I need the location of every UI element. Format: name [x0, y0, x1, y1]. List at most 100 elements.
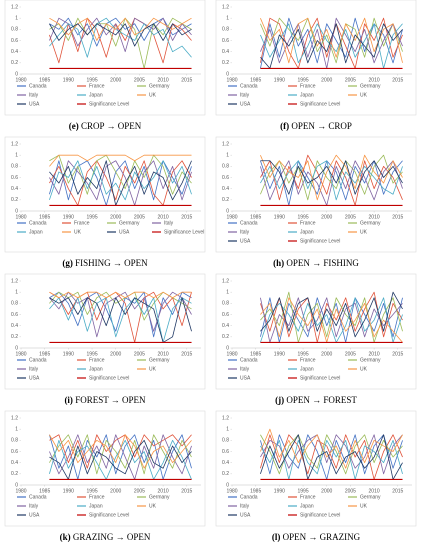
legend-label: Italy [29, 503, 39, 509]
y-tick-label: 0.2 [222, 197, 229, 203]
series-line [49, 434, 192, 480]
legend-label: Canada [240, 83, 258, 89]
legend-label: UK [149, 366, 157, 372]
x-tick-label: 2015 [181, 351, 192, 357]
caption-label: (k) [60, 532, 71, 542]
legend-label: Germany [149, 494, 170, 500]
y-tick-label: 1.2 [11, 415, 18, 421]
x-tick-label: 1990 [274, 351, 285, 357]
caption: (f) OPEN → CROP [280, 121, 352, 131]
legend-label: Significance Level [89, 375, 129, 381]
y-tick-label: 1 [15, 289, 18, 295]
series-line [260, 297, 403, 343]
legend-label: Canada [29, 220, 47, 226]
chart-panel: 0 0.2 0.4 0.6 0.8 1 1.2 1980 1985 1990 1995 2000 200… [215, 0, 417, 131]
chart-panel: 0 0.2 0.4 0.6 0.8 1 1.2 1980 1985 1990 1995 2000 200… [215, 410, 417, 542]
series-line [260, 160, 403, 195]
x-tick-label: 1985 [39, 351, 50, 357]
x-tick-label: 2005 [134, 488, 145, 494]
y-tick-label: 0.2 [11, 197, 18, 203]
y-tick-label: 1 [226, 152, 229, 158]
series-line [49, 291, 192, 299]
legend-label: Significance Level [89, 512, 129, 518]
legend-label: Significance Level [300, 375, 340, 381]
chart-panel: 0 0.2 0.4 0.6 0.8 1 1.2 1980 1985 1990 1995 2000 200… [215, 273, 417, 405]
caption-text: FOREST → OPEN [75, 395, 146, 405]
y-tick-label: 0.6 [11, 38, 18, 44]
y-tick-label: 0 [15, 208, 18, 214]
x-tick-label: 1980 [15, 214, 26, 220]
y-tick-label: 0.8 [11, 27, 18, 33]
x-tick-label: 2010 [369, 488, 380, 494]
legend-label: Italy [29, 366, 39, 372]
legend-label: Germany [149, 357, 170, 363]
series-line [260, 154, 403, 201]
y-tick-label: 0.2 [222, 60, 229, 66]
x-tick-label: 1985 [250, 488, 261, 494]
x-tick-label: 2015 [392, 77, 403, 83]
x-tick-label: 2015 [392, 214, 403, 220]
legend-label: UK [74, 229, 82, 235]
y-tick-label: 0.8 [222, 438, 229, 444]
legend-label: Canada [29, 83, 47, 89]
legend-label: Germany [360, 220, 381, 226]
y-tick-label: 0.4 [11, 323, 18, 329]
x-tick-label: 2000 [321, 214, 332, 220]
legend-label: Significance Level [89, 101, 129, 107]
x-tick-label: 2010 [369, 214, 380, 220]
caption-label: (g) [62, 258, 73, 268]
x-tick-label: 1980 [15, 351, 26, 357]
series-line [49, 439, 192, 480]
legend-label: France [74, 220, 90, 226]
legend-label: Canada [240, 357, 258, 363]
series-line [260, 17, 403, 69]
legend-label: UK [149, 503, 157, 509]
caption: (g) FISHING → OPEN [62, 258, 148, 268]
y-tick-label: 0.6 [11, 449, 18, 455]
legend-label: USA [240, 375, 251, 381]
legend-label: Germany [360, 494, 381, 500]
y-tick-label: 0.8 [11, 164, 18, 170]
x-tick-label: 2010 [369, 351, 380, 357]
legend-label: Italy [240, 229, 250, 235]
x-tick-label: 2000 [110, 488, 121, 494]
legend-label: UK [360, 92, 368, 98]
caption-label: (e) [69, 121, 79, 131]
legend-label: Germany [149, 83, 170, 89]
x-tick-label: 1985 [39, 214, 50, 220]
y-tick-label: 1.2 [11, 141, 18, 147]
x-tick-label: 2000 [321, 488, 332, 494]
y-tick-label: 0.8 [222, 164, 229, 170]
y-tick-label: 1.2 [222, 141, 229, 147]
y-tick-label: 0 [226, 71, 229, 77]
legend-label: Germany [119, 220, 140, 226]
x-tick-label: 2010 [158, 488, 169, 494]
y-tick-label: 1 [226, 426, 229, 432]
y-tick-label: 0 [226, 345, 229, 351]
x-tick-label: 1995 [86, 77, 97, 83]
legend-label: Significance Level [300, 238, 340, 244]
x-tick-label: 1990 [63, 351, 74, 357]
legend-label: Significance Level [300, 512, 340, 518]
caption-label: (j) [275, 395, 284, 405]
y-tick-label: 0.2 [222, 471, 229, 477]
series-line [49, 160, 192, 206]
x-tick-label: 1980 [226, 488, 237, 494]
series-line [49, 291, 192, 338]
series-line [49, 17, 192, 41]
x-tick-label: 2015 [392, 488, 403, 494]
legend-label: UK [360, 503, 368, 509]
y-tick-label: 0 [15, 345, 18, 351]
caption: (e) CROP → OPEN [69, 121, 142, 131]
legend-label: Japan [29, 229, 43, 235]
x-tick-label: 1980 [15, 77, 26, 83]
y-tick-label: 0.8 [222, 301, 229, 307]
series-line [49, 434, 192, 469]
x-tick-label: 2005 [345, 351, 356, 357]
chart-panel: 0 0.2 0.4 0.6 0.8 1 1.2 1980 1985 1990 1995 2000 200… [4, 136, 206, 268]
x-tick-label: 2005 [345, 214, 356, 220]
y-tick-label: 0.4 [222, 49, 229, 55]
series-line [260, 23, 403, 69]
legend-label: France [300, 220, 316, 226]
x-tick-label: 2005 [134, 351, 145, 357]
